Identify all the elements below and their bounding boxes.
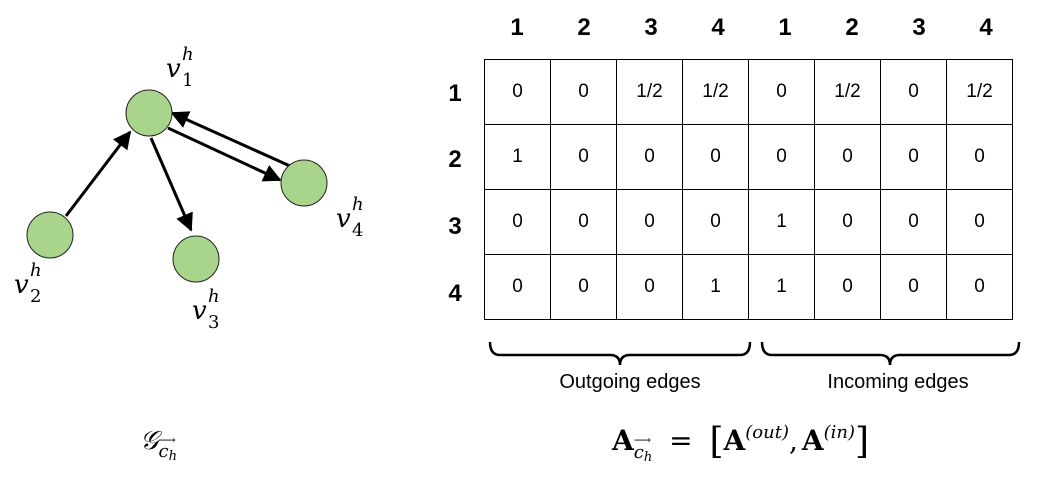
col-header: 1 <box>778 14 792 41</box>
matrix-cell: 1/2 <box>616 59 683 125</box>
row-header: 2 <box>448 146 462 173</box>
matrix-cell: 0 <box>814 124 881 190</box>
matrix-cell: 0 <box>880 59 947 125</box>
outgoing-brace <box>488 341 752 366</box>
matrix-cell: 0 <box>550 124 617 190</box>
matrix-cell: 0 <box>550 254 617 320</box>
matrix-cell: 0 <box>682 124 749 190</box>
edge-v4-v1 <box>170 111 291 168</box>
row-header: 3 <box>448 213 462 240</box>
matrix-cell: 1/2 <box>946 59 1013 125</box>
adjacency-equation: A ⟶ ch = [A(out), A(in)] <box>612 421 870 465</box>
edge-v1-v4 <box>167 126 282 182</box>
matrix-cell: 0 <box>748 59 815 125</box>
row-header: 1 <box>448 80 462 107</box>
node-v1 <box>125 89 173 137</box>
col-header: 1 <box>510 14 524 41</box>
matrix-cell: 0 <box>814 189 881 255</box>
matrix-row: 0 0 1/2 1/2 0 1/2 0 1/2 <box>484 59 1013 125</box>
col-header: 4 <box>979 14 993 41</box>
node-v4 <box>280 159 328 207</box>
node-v3 <box>172 235 220 283</box>
matrix-cell: 0 <box>946 124 1013 190</box>
matrix-cell: 1 <box>484 124 551 190</box>
matrix-cell: 1 <box>748 189 815 255</box>
matrix-row: 0 0 0 0 1 0 0 0 <box>484 189 1013 255</box>
incoming-edges-label: Incoming edges <box>827 371 969 393</box>
matrix-cell: 0 <box>748 124 815 190</box>
matrix-cell: 1 <box>682 254 749 320</box>
matrix-cell: 1/2 <box>814 59 881 125</box>
matrix-cell: 0 <box>616 254 683 320</box>
matrix-cell: 0 <box>880 254 947 320</box>
graph-svg <box>26 89 328 283</box>
matrix-row: 0 0 0 1 1 0 0 0 <box>484 254 1013 320</box>
matrix-cell: 0 <box>616 189 683 255</box>
matrix-cell: 0 <box>814 254 881 320</box>
matrix-cell: 0 <box>880 124 947 190</box>
matrix-cell: 0 <box>616 124 683 190</box>
matrix-cell: 0 <box>880 189 947 255</box>
row-header: 4 <box>448 280 462 307</box>
matrix-cell: 0 <box>946 254 1013 320</box>
matrix-cell: 0 <box>484 59 551 125</box>
matrix-cell: 1 <box>748 254 815 320</box>
matrix-row: 1 0 0 0 0 0 0 0 <box>484 124 1013 190</box>
col-header: 4 <box>711 14 725 41</box>
matrix-cell: 1/2 <box>682 59 749 125</box>
edge-v1-v3 <box>149 137 193 232</box>
col-header: 3 <box>912 14 926 41</box>
edge-v2-v1 <box>64 130 132 217</box>
adjacency-matrix: 0 0 1/2 1/2 0 1/2 0 1/2 1 0 0 0 0 0 0 0 … <box>484 59 1013 320</box>
node-v2 <box>26 211 74 259</box>
col-header: 2 <box>577 14 591 41</box>
graph-caption: 𝒢 ⟶ ch <box>140 426 177 464</box>
matrix-cell: 0 <box>550 189 617 255</box>
outgoing-edges-label: Outgoing edges <box>559 371 701 393</box>
incoming-brace <box>760 341 1021 366</box>
matrix-cell: 0 <box>484 189 551 255</box>
col-header: 3 <box>644 14 658 41</box>
matrix-cell: 0 <box>946 189 1013 255</box>
matrix-cell: 0 <box>550 59 617 125</box>
col-header: 2 <box>845 14 859 41</box>
matrix-cell: 0 <box>484 254 551 320</box>
matrix-cell: 0 <box>682 189 749 255</box>
